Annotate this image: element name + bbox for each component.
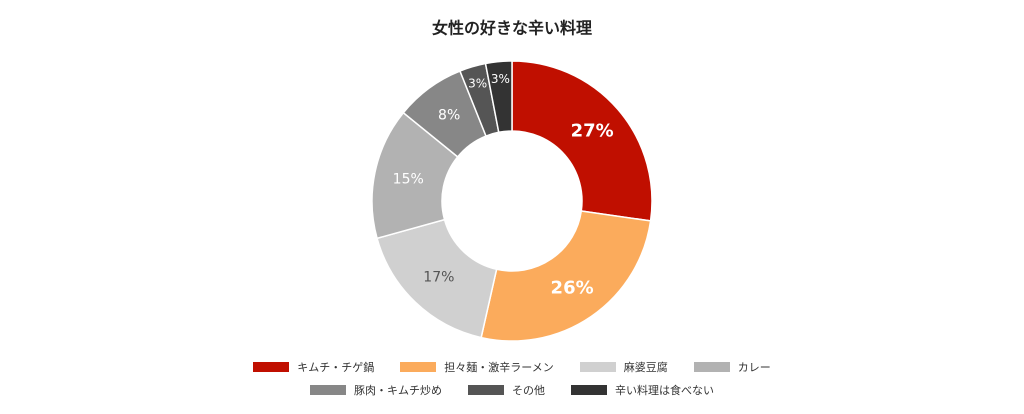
slice: [484, 60, 513, 134]
legend-row: キムチ・チゲ鍋 担々麺・激辛ラーメン 麻婆豆腐 カレー: [0, 359, 1024, 375]
legend-label: 担々麺・激辛ラーメン: [444, 361, 554, 374]
legend-swatch: [400, 362, 437, 372]
legend-item: 豚肉・キムチ炒め: [310, 382, 442, 398]
legend-row: 豚肉・キムチ炒め その他 辛い料理は食べない: [0, 382, 1024, 398]
legend-label: その他: [512, 384, 545, 397]
legend-label: 麻婆豆腐: [623, 361, 668, 374]
legend-label: 豚肉・キムチ炒め: [354, 384, 442, 397]
data-label: 3%: [491, 72, 510, 86]
legend-item: 麻婆豆腐: [579, 359, 668, 375]
slice: [376, 218, 498, 339]
data-label: 15%: [393, 171, 424, 187]
chart: 女性の好きな辛い料理 27% 26% 17% 15% 8% 3% 3%: [371, 19, 653, 342]
legend-swatch: [253, 362, 290, 372]
data-label: 17%: [423, 270, 454, 286]
legend-label: カレー: [737, 361, 771, 374]
legend-item: カレー: [693, 359, 771, 375]
legend-item: その他: [468, 382, 545, 398]
slice: [511, 60, 653, 222]
legend-item: 担々麺・激辛ラーメン: [400, 359, 554, 375]
slice: [480, 210, 652, 342]
chart-title: 女性の好きな辛い料理: [432, 19, 592, 38]
legend-swatch: [693, 362, 730, 372]
data-label: 26%: [551, 277, 594, 298]
legend-swatch: [310, 385, 346, 395]
data-label: 8%: [438, 108, 460, 124]
legend-item: 辛い料理は食べない: [571, 382, 714, 398]
legend-label: キムチ・チゲ鍋: [297, 361, 375, 374]
legend-item: キムチ・チゲ鍋: [253, 359, 374, 375]
legend-label: 辛い料理は食べない: [615, 384, 714, 397]
data-label: 27%: [571, 121, 614, 142]
legend-swatch: [468, 385, 504, 395]
data-label: 3%: [468, 76, 487, 90]
legend-swatch: [579, 362, 616, 372]
legend-swatch: [571, 385, 607, 395]
